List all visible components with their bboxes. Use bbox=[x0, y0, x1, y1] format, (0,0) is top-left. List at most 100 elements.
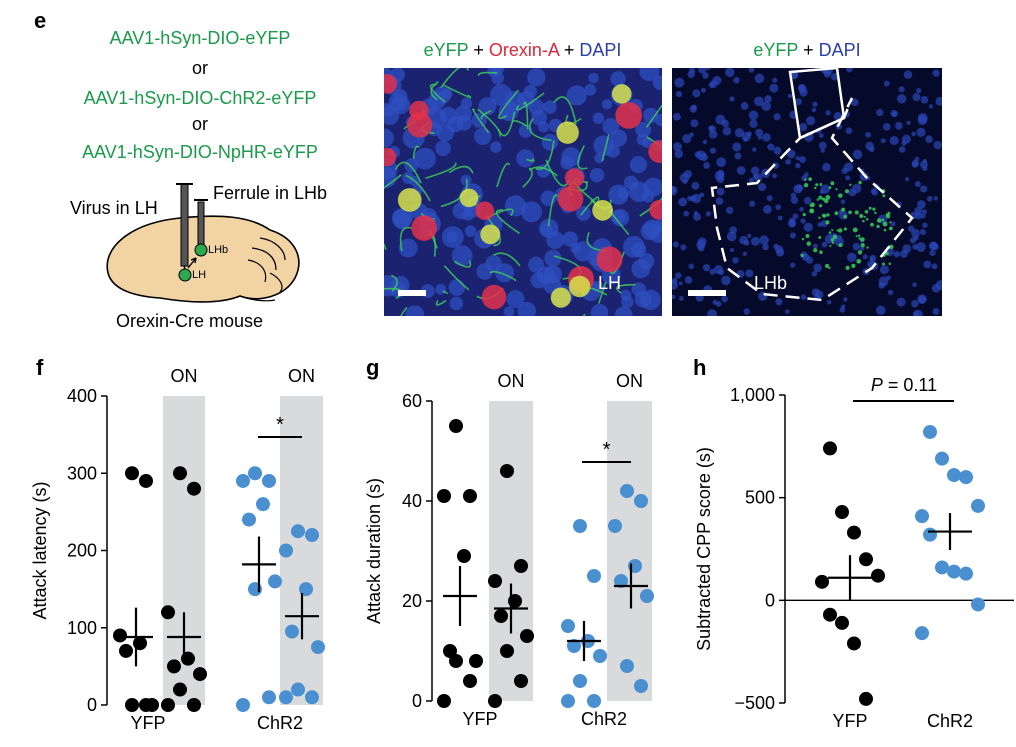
fiber-stroke bbox=[480, 110, 492, 120]
nucleus-dot bbox=[912, 93, 921, 102]
nucleus-dot bbox=[732, 142, 742, 152]
data-point bbox=[634, 494, 648, 508]
nucleus-dot bbox=[699, 192, 705, 198]
nucleus-dot bbox=[820, 148, 825, 153]
y-tick-label: 300 bbox=[67, 463, 97, 483]
virus-or-2: or bbox=[191, 114, 208, 134]
data-point bbox=[125, 466, 139, 481]
orexin-cell bbox=[615, 102, 643, 129]
nucleus-dot bbox=[773, 113, 781, 121]
image1-title-dapi: DAPI bbox=[579, 40, 622, 60]
nucleus-dot bbox=[933, 140, 942, 150]
fiber-dot bbox=[856, 258, 862, 264]
colabeled-cell bbox=[592, 199, 613, 221]
data-point bbox=[291, 682, 305, 697]
nucleus-dot bbox=[742, 251, 748, 257]
nucleus-dot bbox=[878, 276, 889, 287]
data-point bbox=[139, 473, 153, 488]
data-point bbox=[859, 552, 873, 567]
data-point bbox=[449, 654, 463, 668]
nucleus-dot bbox=[641, 137, 653, 149]
data-point bbox=[514, 674, 528, 688]
fiber-stroke bbox=[412, 145, 420, 159]
nucleus-dot bbox=[843, 297, 848, 302]
nucleus-dot bbox=[674, 149, 684, 159]
nucleus-dot bbox=[917, 200, 926, 209]
nucleus-dot bbox=[713, 265, 723, 274]
orexin-cell bbox=[411, 215, 437, 241]
fiber-dot bbox=[826, 213, 830, 217]
fiber-dot bbox=[866, 246, 869, 249]
nucleus-dot bbox=[721, 275, 731, 286]
image1-title-plus1: + bbox=[468, 40, 489, 60]
y-tick-label: 40 bbox=[402, 491, 422, 511]
nucleus-dot bbox=[879, 265, 889, 275]
image2-title-plus: + bbox=[798, 40, 819, 60]
scale-bar-1 bbox=[398, 290, 426, 296]
nucleus-dot bbox=[880, 138, 886, 144]
nucleus-dot bbox=[709, 147, 717, 154]
nucleus-dot bbox=[917, 115, 928, 126]
nucleus-dot bbox=[527, 68, 546, 87]
nucleus-dot bbox=[804, 172, 809, 177]
nucleus-dot bbox=[435, 140, 451, 157]
data-point bbox=[187, 698, 201, 712]
fiber-dot bbox=[828, 186, 832, 189]
nucleus-dot bbox=[745, 269, 754, 278]
chart-attack-latency: ON ON 0 100 200 300 400 Attack latency (s) YFP Ch… bbox=[30, 366, 325, 733]
lhb-small-label: LHb bbox=[208, 244, 228, 256]
fiber-stroke bbox=[443, 265, 470, 291]
fiber-stroke bbox=[577, 145, 588, 170]
data-point bbox=[587, 694, 601, 708]
nucleus-dot bbox=[799, 206, 804, 212]
fiber-dot bbox=[804, 178, 807, 181]
nucleus-dot bbox=[734, 128, 745, 138]
fiber-dot bbox=[836, 229, 839, 232]
data-point bbox=[567, 639, 581, 653]
nucleus-dot bbox=[688, 263, 694, 270]
nucleus-dot bbox=[933, 196, 939, 201]
nucleus-dot bbox=[911, 228, 920, 238]
nucleus-dot bbox=[932, 69, 940, 77]
nucleus-dot bbox=[852, 149, 863, 160]
nucleus-dot bbox=[705, 68, 711, 71]
nucleus-dot bbox=[523, 84, 538, 99]
nucleus-dot bbox=[541, 133, 559, 151]
nucleus-dot bbox=[750, 236, 760, 246]
fiber-stroke bbox=[477, 71, 498, 76]
image2-title: eYFP + DAPI bbox=[672, 40, 942, 61]
orexin-cell bbox=[384, 74, 397, 94]
nucleus-dot bbox=[773, 243, 779, 249]
colabeled-cell bbox=[568, 275, 591, 298]
fiber-stroke bbox=[384, 243, 387, 250]
nucleus-dot bbox=[602, 118, 620, 135]
nucleus-dot bbox=[758, 182, 767, 192]
nucleus-dot bbox=[898, 86, 905, 93]
fiber-dot bbox=[888, 226, 893, 231]
ferrule-in-lhb-label: Ferrule in LHb bbox=[213, 183, 328, 203]
nucleus-dot bbox=[700, 87, 706, 93]
data-point bbox=[488, 694, 502, 708]
p-value-label: P = 0.11 bbox=[871, 375, 937, 395]
nucleus-dot bbox=[813, 263, 822, 273]
fiber-stroke bbox=[394, 161, 422, 184]
nucleus-dot bbox=[914, 156, 920, 162]
nucleus-dot bbox=[721, 295, 728, 303]
micrograph-lh-region-label: LH bbox=[598, 273, 622, 293]
virus-injector bbox=[180, 183, 189, 267]
y-tick-label: 0 bbox=[412, 691, 422, 711]
nucleus-dot bbox=[795, 162, 801, 169]
nucleus-dot bbox=[734, 152, 742, 160]
nucleus-dot bbox=[790, 196, 799, 204]
orexin-cell bbox=[648, 140, 662, 164]
nucleus-dot bbox=[775, 204, 782, 211]
nucleus-dot bbox=[678, 281, 683, 286]
nucleus-dot bbox=[391, 208, 413, 229]
panel-label-h: h bbox=[693, 355, 707, 380]
nucleus-dot bbox=[850, 98, 859, 107]
fiber-stroke bbox=[582, 313, 586, 316]
nucleus-dot bbox=[911, 300, 919, 308]
nucleus-dot bbox=[890, 221, 896, 227]
nucleus-dot bbox=[883, 80, 890, 87]
micrograph-lh: LH bbox=[384, 68, 662, 316]
